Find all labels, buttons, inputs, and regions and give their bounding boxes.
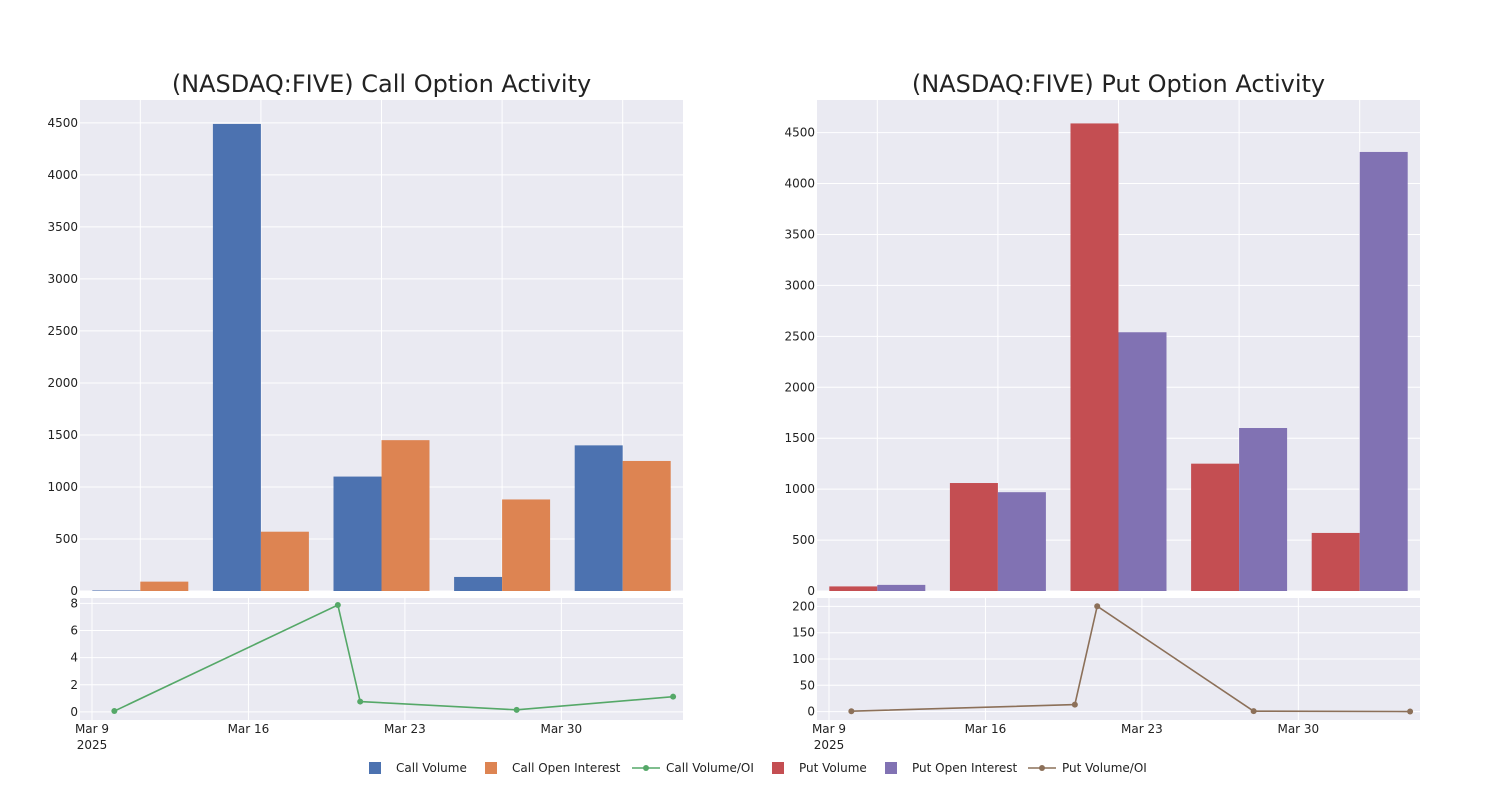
put-ratio-ytick-label: 50 <box>800 678 815 692</box>
call-ratio-point <box>357 698 364 705</box>
put-ratio-point <box>1407 708 1414 715</box>
put-open-interest-bar <box>997 492 1046 591</box>
put-volume-bar <box>1191 463 1240 591</box>
put-open-interest-bar <box>1359 151 1408 592</box>
call-open-interest-bar <box>260 531 309 591</box>
call-open-interest-bar <box>140 581 189 591</box>
put-xtick-label: Mar 23 <box>1121 722 1163 736</box>
put-xtick-label: Mar 9 <box>812 722 846 736</box>
put-bar-ytick-label: 3500 <box>784 227 815 241</box>
call-bar-ytick-label: 2500 <box>47 324 78 338</box>
legend-marker <box>1039 765 1045 771</box>
call-ratio-point <box>111 708 118 715</box>
chart-legend: Call Volume Call Open Interest Call Volume… <box>369 761 1147 775</box>
legend-swatch <box>885 762 897 774</box>
call-bar-ytick-label: 2000 <box>47 376 78 390</box>
put-bar-ytick-label: 2000 <box>784 380 815 394</box>
call-chart: (NASDAQ:FIVE) Call Option Activity 0 500 10… <box>47 70 683 752</box>
put-xtick-label: Mar 30 <box>1277 722 1319 736</box>
put-ratio-ytick-label: 150 <box>792 626 815 640</box>
call-ratio-ytick-label: 6 <box>70 624 78 638</box>
legend-label: Put Volume <box>799 761 867 775</box>
call-ratio-ytick-label: 8 <box>70 596 78 610</box>
call-volume-bar <box>212 123 261 592</box>
legend-label: Put Open Interest <box>912 761 1018 775</box>
put-ratio-ytick-label: 100 <box>792 652 815 666</box>
call-volume-bar <box>333 476 382 591</box>
legend-swatch <box>485 762 497 774</box>
legend-swatch <box>772 762 784 774</box>
call-bar-ytick-label: 1000 <box>47 480 78 494</box>
call-bar-ytick-label: 0 <box>70 584 78 598</box>
call-open-interest-bar <box>502 499 551 591</box>
call-ratio-ytick-label: 0 <box>70 705 78 719</box>
put-bar-ytick-label: 4000 <box>784 177 815 191</box>
call-bar-ytick-label: 4500 <box>47 116 78 130</box>
put-ratio-point <box>848 708 855 715</box>
legend-marker <box>643 765 649 771</box>
call-ratio-ytick-label: 4 <box>70 651 78 665</box>
call-bar-ytick-label: 3500 <box>47 220 78 234</box>
put-bar-ytick-label: 0 <box>807 584 815 598</box>
put-bar-ytick-label: 1000 <box>784 482 815 496</box>
put-ratio-point <box>1071 701 1078 708</box>
call-bar-ytick-label: 1500 <box>47 428 78 442</box>
put-ratio-ytick-label: 0 <box>807 705 815 719</box>
put-volume-bar <box>949 483 998 591</box>
call-bar-ytick-label: 500 <box>55 532 78 546</box>
put-volume-bar <box>829 586 878 591</box>
call-xtick-label: Mar 23 <box>384 722 426 736</box>
put-ratio-ytick-label: 200 <box>792 599 815 613</box>
call-ratio-point <box>334 602 341 609</box>
legend-label: Put Volume/OI <box>1062 761 1147 775</box>
put-xtick-label: Mar 16 <box>965 722 1007 736</box>
put-open-interest-bar <box>1118 332 1167 591</box>
put-chart: (NASDAQ:FIVE) Put Option Activity0500100… <box>784 70 1420 752</box>
put-ratio-point <box>1094 603 1101 610</box>
call-ratio-ytick-label: 2 <box>70 678 78 692</box>
put-bar-ytick-label: 4500 <box>784 126 815 140</box>
put-bar-ytick-label: 2500 <box>784 329 815 343</box>
put-open-interest-bar <box>877 584 926 591</box>
call-volume-bar <box>574 445 623 591</box>
put-xtick-year: 2025 <box>814 738 845 752</box>
legend-swatch <box>369 762 381 774</box>
call-ratio-point <box>670 693 677 700</box>
call-xtick-year: 2025 <box>77 738 108 752</box>
call-ratio-point <box>513 706 520 713</box>
put-bar-ytick-label: 3000 <box>784 278 815 292</box>
call-volume-bar <box>92 590 141 591</box>
put-ratio-point <box>1250 708 1257 715</box>
legend-label: Call Volume/OI <box>666 761 754 775</box>
call-ratio-plot-area <box>80 598 683 720</box>
put-bar-ytick-label: 500 <box>792 533 815 547</box>
call-xtick-label: Mar 30 <box>540 722 582 736</box>
legend-label: Call Open Interest <box>512 761 621 775</box>
call-volume-bar <box>454 576 503 591</box>
put-chart-title: (NASDAQ:FIVE) Put Option Activity <box>912 70 1325 98</box>
put-volume-bar <box>1070 123 1119 592</box>
call-chart-title: (NASDAQ:FIVE) Call Option Activity <box>172 70 591 98</box>
put-bar-ytick-label: 1500 <box>784 431 815 445</box>
call-open-interest-bar <box>622 460 671 591</box>
call-bar-ytick-label: 3000 <box>47 272 78 286</box>
call-xtick-label: Mar 16 <box>228 722 270 736</box>
call-open-interest-bar <box>381 440 430 591</box>
put-volume-bar <box>1311 532 1360 591</box>
call-xtick-label: Mar 9 <box>75 722 109 736</box>
call-bar-ytick-label: 4000 <box>47 168 78 182</box>
put-open-interest-bar <box>1239 428 1288 591</box>
legend-label: Call Volume <box>396 761 467 775</box>
